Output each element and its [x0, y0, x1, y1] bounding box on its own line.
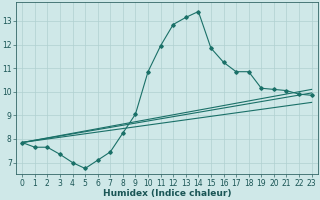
X-axis label: Humidex (Indice chaleur): Humidex (Indice chaleur): [103, 189, 231, 198]
